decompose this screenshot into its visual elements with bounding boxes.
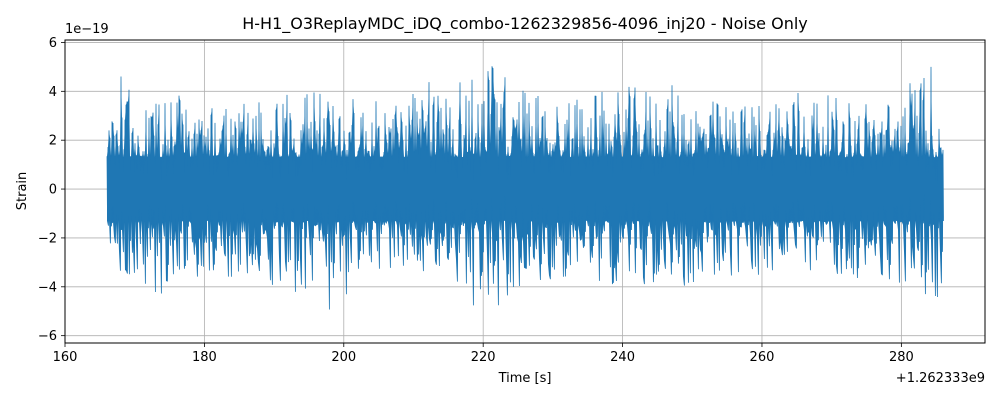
x-tick-label: 160 xyxy=(53,350,78,365)
x-tick-label: 260 xyxy=(750,350,775,365)
axes-frame xyxy=(64,39,986,344)
y-tick-label: −4 xyxy=(38,280,57,295)
series-strain-line xyxy=(106,66,944,310)
y-tick-label: −6 xyxy=(38,329,57,344)
x-tick-label: 220 xyxy=(471,350,496,365)
chart-title: H-H1_O3ReplayMDC_iDQ_combo-1262329856-40… xyxy=(242,14,808,34)
y-axis-label: Strain xyxy=(15,172,30,211)
y-scale-label: 1e−19 xyxy=(65,22,109,37)
x-axis-label: Time [s] xyxy=(498,371,552,386)
x-tick-label: 240 xyxy=(610,350,635,365)
x-tick-label: 180 xyxy=(192,350,217,365)
x-tick-label: 280 xyxy=(889,350,914,365)
x-axis-ticks: 160 180 200 220 240 260 280 xyxy=(53,343,914,365)
y-tick-label: 4 xyxy=(49,85,57,100)
x-tick-label: 200 xyxy=(331,350,356,365)
y-axis-ticks: −6 −4 −2 0 2 4 6 xyxy=(38,36,65,344)
y-tick-label: 0 xyxy=(49,183,57,198)
plot-area xyxy=(106,66,944,310)
x-offset-label: +1.262333e9 xyxy=(896,371,985,386)
y-tick-label: 2 xyxy=(49,134,57,149)
y-tick-label: −2 xyxy=(38,231,57,246)
y-tick-label: 6 xyxy=(49,36,57,51)
